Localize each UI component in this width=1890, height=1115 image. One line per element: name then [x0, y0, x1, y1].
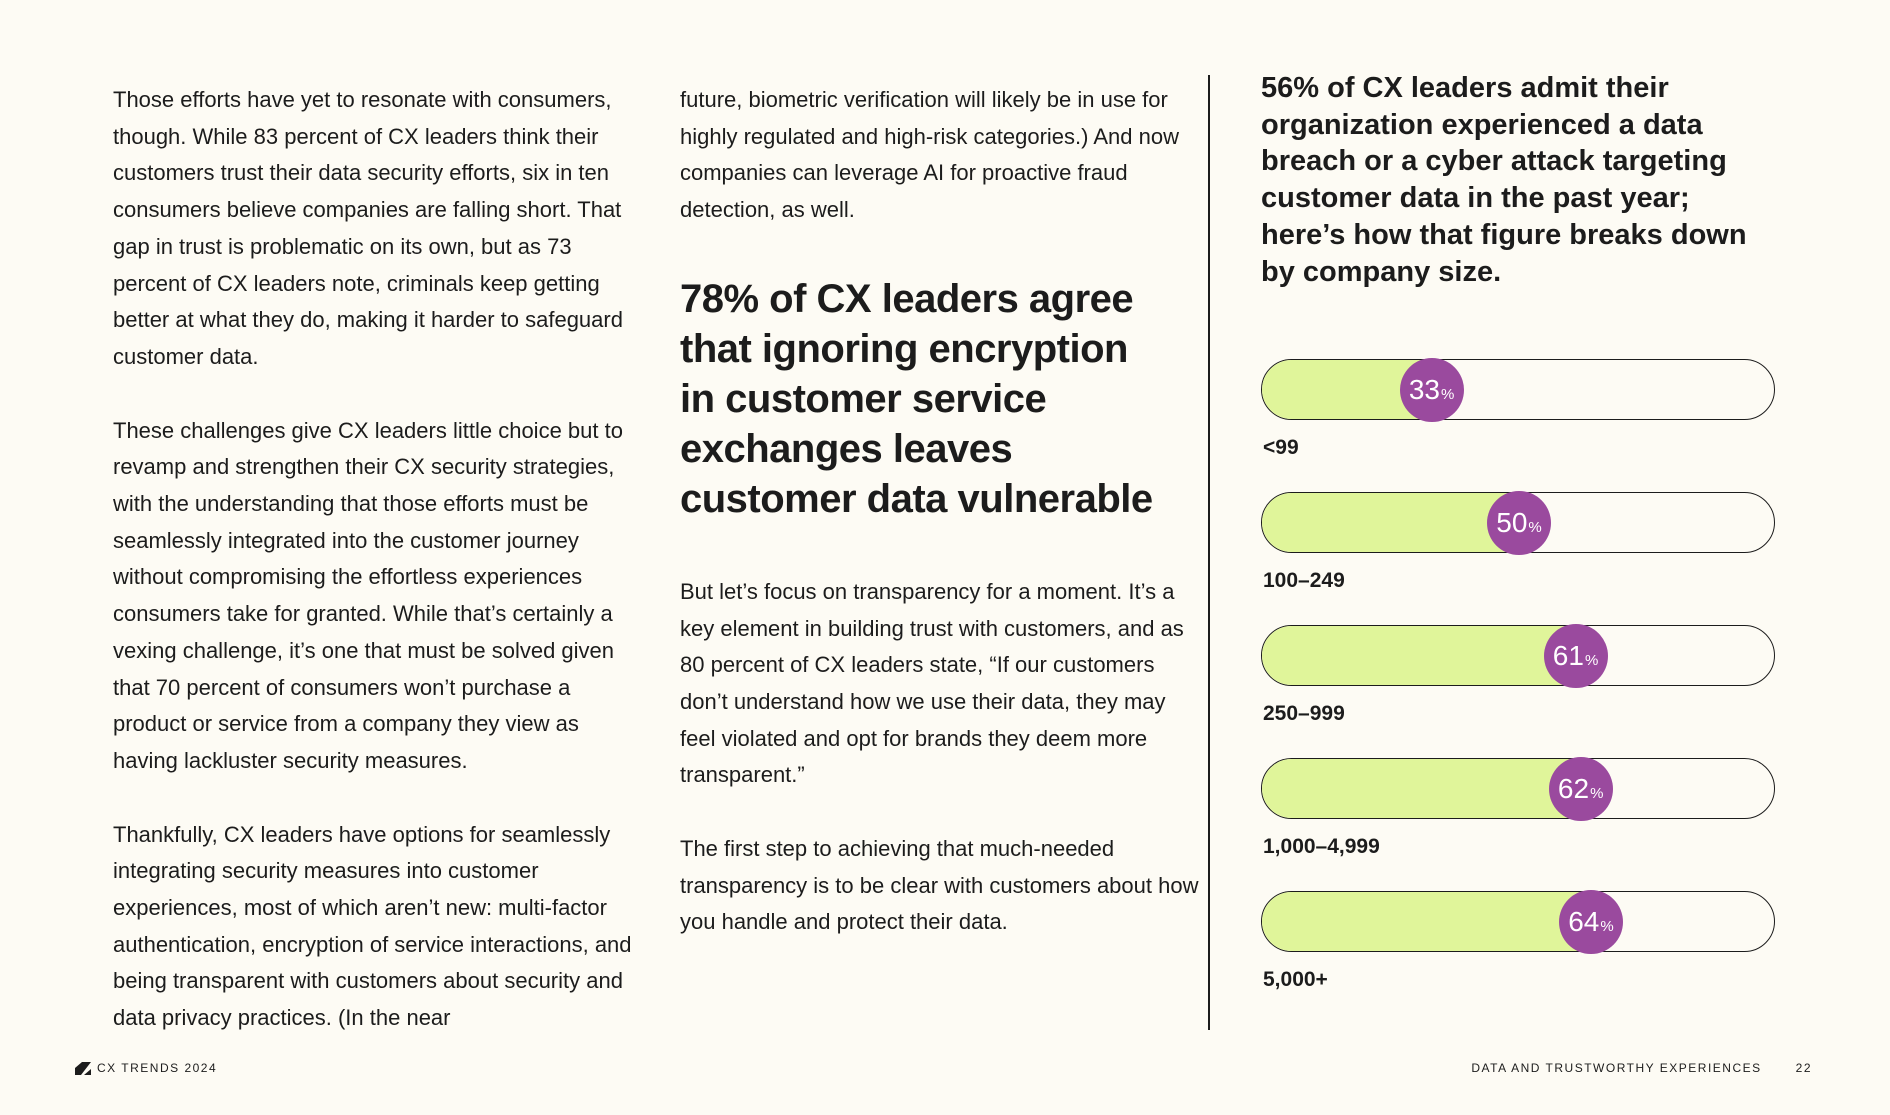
paragraph: future, biometric verification will like… [680, 87, 1179, 223]
bar-chart: 33% <99 50% 100–249 61% 250–999 62% 1,000–4,999… [1261, 357, 1781, 1024]
middle-text-column: future, biometric verification will like… [680, 82, 1200, 978]
section-title: DATA AND TRUSTWORTHY EXPERIENCES [1471, 1061, 1762, 1075]
data-label-unit: % [1584, 651, 1599, 669]
paragraph: Those efforts have yet to resonate with … [113, 87, 623, 369]
paragraph: Thankfully, CX leaders have options for … [113, 821, 632, 1031]
data-label: 62% [1548, 756, 1613, 821]
data-label: 61% [1543, 623, 1608, 688]
data-label-value: 50 [1496, 506, 1528, 538]
column-divider [1208, 75, 1210, 1030]
data-label-unit: % [1600, 917, 1614, 935]
bar [1262, 892, 1591, 951]
category-label: 250–999 [1263, 702, 1345, 725]
data-label: 50% [1487, 490, 1551, 555]
bar [1262, 493, 1519, 552]
paragraph: But let’s focus on transparency for a mo… [680, 578, 1184, 788]
data-label-unit: % [1590, 784, 1604, 802]
bar-track: 33% [1261, 357, 1775, 422]
data-label-unit: % [1528, 518, 1542, 536]
zendesk-logo-icon [75, 1061, 91, 1075]
data-label-value: 33 [1408, 373, 1441, 405]
footer-brand: CX TRENDS 2024 [75, 1061, 217, 1075]
bar-track: 61% [1261, 623, 1775, 688]
bar [1262, 626, 1576, 685]
bar-track: 64% [1261, 889, 1775, 954]
bar-row: 50% 100–249 [1261, 490, 1781, 625]
bar-row: 61% 250–999 [1261, 623, 1781, 758]
footer-brand-text: CX TRENDS 2024 [97, 1061, 218, 1075]
paragraph: The first step to achieving that much-ne… [680, 836, 1199, 935]
data-label-value: 62 [1557, 772, 1590, 804]
data-label-unit: % [1441, 385, 1455, 403]
chart-title: 56% of CX leaders admit their organizati… [1261, 72, 1747, 288]
data-label-value: 64 [1568, 905, 1600, 937]
data-label: 64% [1558, 889, 1623, 954]
category-label: <99 [1263, 436, 1299, 459]
category-label: 5,000+ [1263, 968, 1328, 991]
page-number: 22 [1795, 1061, 1812, 1075]
bar-row: 64% 5,000+ [1261, 889, 1781, 1024]
bar-track: 62% [1261, 756, 1775, 821]
bar-row: 62% 1,000–4,999 [1261, 756, 1781, 891]
bar-track: 50% [1261, 490, 1775, 555]
bar [1262, 759, 1581, 818]
paragraph: These challenges give CX leaders little … [113, 417, 623, 773]
category-label: 1,000–4,999 [1263, 835, 1380, 858]
bar-row: 33% <99 [1261, 357, 1781, 492]
category-label: 100–249 [1263, 569, 1345, 592]
data-label-value: 61 [1552, 639, 1584, 671]
footer-section: DATA AND TRUSTWORTHY EXPERIENCES 22 [1471, 1061, 1812, 1075]
left-text-column: Those efforts have yet to resonate with … [113, 82, 648, 1074]
data-label: 33% [1399, 357, 1464, 422]
pull-quote: 78% of CX leaders agree that ignoring en… [680, 276, 1153, 521]
